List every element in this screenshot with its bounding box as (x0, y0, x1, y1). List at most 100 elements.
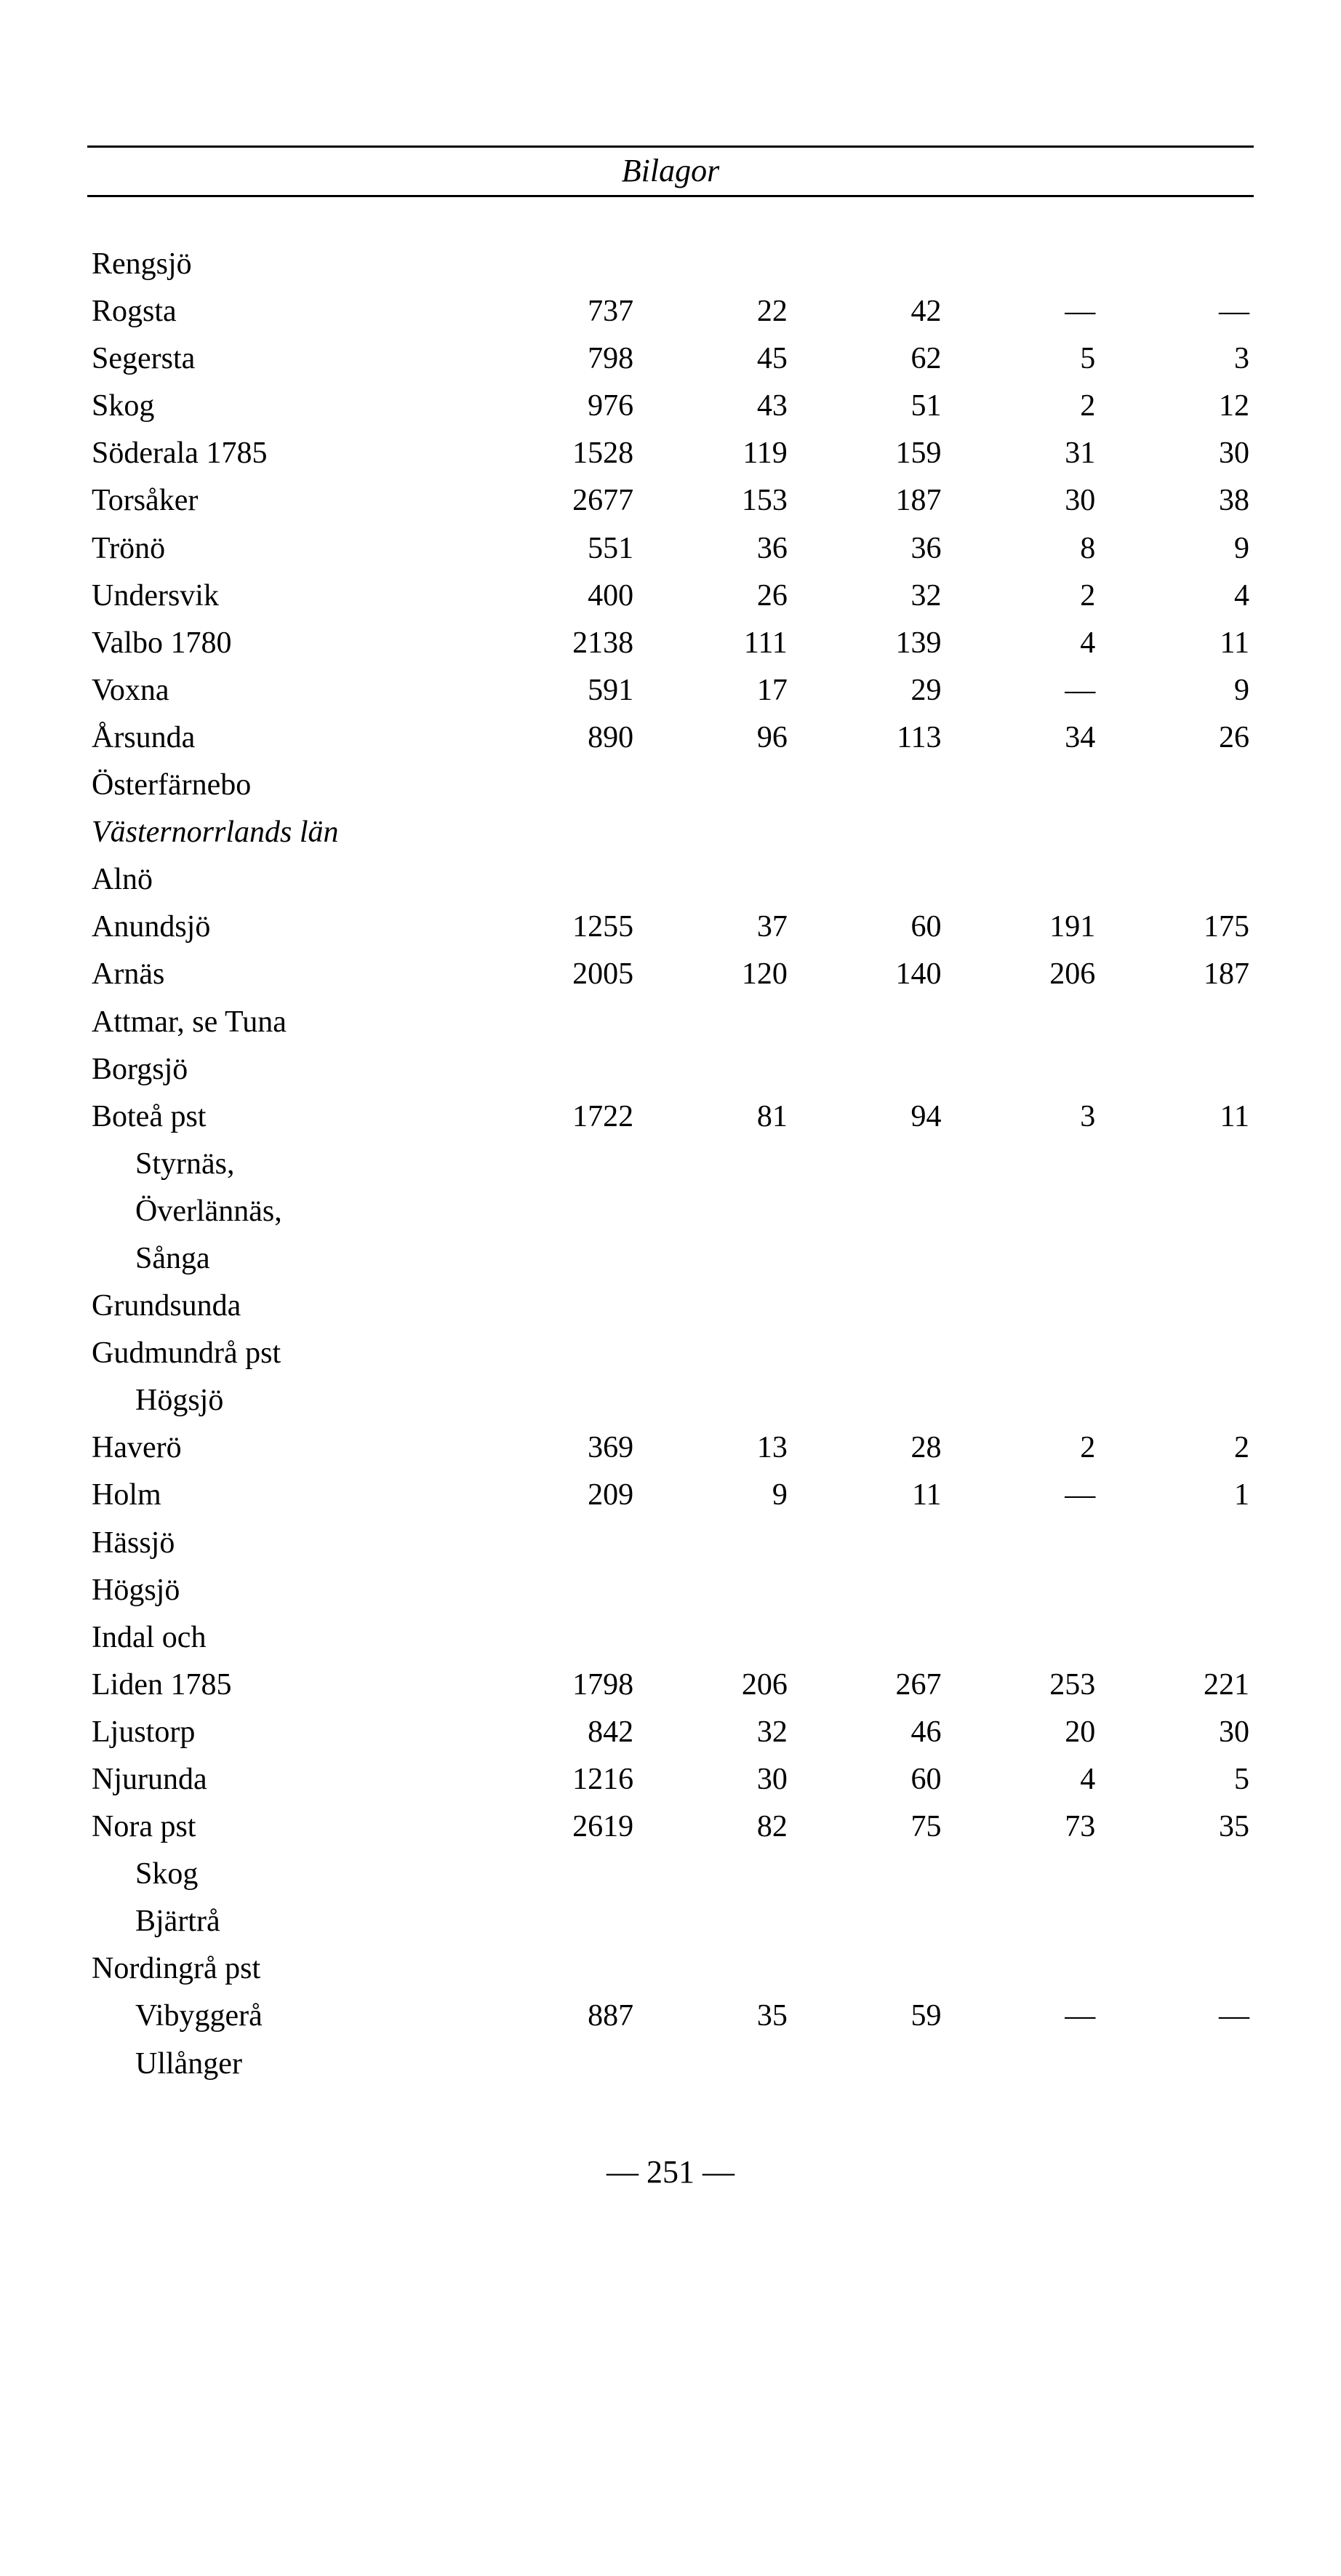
cell-c2: 35 (638, 1993, 792, 2040)
row-name: Liden 1785 (87, 1662, 484, 1709)
cell-empty (1100, 1141, 1254, 1188)
table-row: Holm209911—1 (87, 1472, 1254, 1519)
cell-c4: 73 (946, 1803, 1100, 1851)
cell-empty (792, 2041, 946, 2088)
cell-empty (946, 2041, 1100, 2088)
table-row: Grundsunda (87, 1283, 1254, 1330)
cell-empty (946, 1520, 1100, 1567)
cell-c2: 30 (638, 1756, 792, 1803)
cell-empty (792, 1614, 946, 1662)
cell-empty (484, 999, 638, 1046)
cell-empty (792, 1851, 946, 1898)
row-name: Arnäs (87, 951, 484, 998)
cell-empty (638, 1235, 792, 1283)
cell-empty (946, 1046, 1100, 1093)
cell-empty (484, 1851, 638, 1898)
cell-c4: 191 (946, 904, 1100, 951)
cell-c5: 175 (1100, 904, 1254, 951)
cell-empty (792, 1945, 946, 1993)
cell-empty (1100, 1898, 1254, 1945)
row-name: Hässjö (87, 1520, 484, 1567)
cell-c5: 12 (1100, 383, 1254, 430)
cell-c3: 187 (792, 477, 946, 525)
cell-c5: — (1100, 1993, 1254, 2040)
cell-empty (484, 1141, 638, 1188)
header-rule-top (87, 145, 1254, 148)
cell-empty (946, 1614, 1100, 1662)
cell-empty (484, 1188, 638, 1235)
subrow-name: Sånga (87, 1235, 484, 1283)
row-name: Segersta (87, 335, 484, 383)
table-subrow: Överlännäs, (87, 1188, 1254, 1235)
cell-c5: 221 (1100, 1662, 1254, 1709)
cell-c1: 1216 (484, 1756, 638, 1803)
cell-c4: — (946, 288, 1100, 335)
cell-c4: 4 (946, 1756, 1100, 1803)
cell-empty (484, 1898, 638, 1945)
cell-empty (1100, 1567, 1254, 1614)
cell-empty (638, 1330, 792, 1377)
row-name: Holm (87, 1472, 484, 1519)
cell-empty (792, 1567, 946, 1614)
cell-empty (484, 1567, 638, 1614)
cell-c3: 140 (792, 951, 946, 998)
subrow-name: Bjärtrå (87, 1898, 484, 1945)
cell-empty (946, 999, 1100, 1046)
table-row: Anundsjö12553760191175 (87, 904, 1254, 951)
cell-c3: 46 (792, 1709, 946, 1756)
cell-empty (484, 1377, 638, 1424)
table-row: Borgsjö (87, 1046, 1254, 1093)
table-row: Arnäs2005120140206187 (87, 951, 1254, 998)
cell-empty (792, 999, 946, 1046)
row-name: Borgsjö (87, 1046, 484, 1093)
cell-empty (1100, 2041, 1254, 2088)
cell-empty (792, 1330, 946, 1377)
cell-empty (792, 1520, 946, 1567)
cell-c4: 206 (946, 951, 1100, 998)
cell-empty (484, 762, 638, 809)
cell-c2: 119 (638, 430, 792, 477)
cell-empty (792, 1377, 946, 1424)
row-name: Boteå pst (87, 1093, 484, 1141)
table-subrow: Vibyggerå8873559—— (87, 1993, 1254, 2040)
cell-empty (946, 1235, 1100, 1283)
cell-c1: 2138 (484, 620, 638, 667)
cell-empty (946, 1898, 1100, 1945)
cell-c5: 11 (1100, 620, 1254, 667)
cell-empty (946, 1283, 1100, 1330)
cell-c5: 35 (1100, 1803, 1254, 1851)
cell-c2: 81 (638, 1093, 792, 1141)
cell-empty (484, 1330, 638, 1377)
table-subrow: Sånga (87, 1235, 1254, 1283)
section-heading-row: Västernorrlands län (87, 809, 1254, 856)
table-row: Österfärnebo (87, 762, 1254, 809)
row-name: Torsåker (87, 477, 484, 525)
cell-c1: 209 (484, 1472, 638, 1519)
cell-empty (1100, 1614, 1254, 1662)
cell-c4: 20 (946, 1709, 1100, 1756)
cell-c5: 2 (1100, 1424, 1254, 1472)
cell-empty (638, 1898, 792, 1945)
table-row: Undersvik400263224 (87, 573, 1254, 620)
cell-empty (1100, 1330, 1254, 1377)
cell-empty (1100, 1283, 1254, 1330)
table-row: Rengsjö (87, 241, 1254, 288)
cell-empty (638, 1520, 792, 1567)
cell-empty (484, 856, 638, 904)
cell-c3: 94 (792, 1093, 946, 1141)
cell-c5: — (1100, 288, 1254, 335)
cell-empty (792, 1188, 946, 1235)
table-subrow: Bjärtrå (87, 1898, 1254, 1945)
subrow-name: Skog (87, 1851, 484, 1898)
cell-c5: 30 (1100, 1709, 1254, 1756)
row-name: Anundsjö (87, 904, 484, 951)
table-row: Segersta798456253 (87, 335, 1254, 383)
cell-c2: 37 (638, 904, 792, 951)
table-row: Indal och (87, 1614, 1254, 1662)
table-row: Gudmundrå pst (87, 1330, 1254, 1377)
cell-c1: 737 (484, 288, 638, 335)
cell-empty (638, 1046, 792, 1093)
cell-c4: 2 (946, 1424, 1100, 1472)
subrow-name: Överlännäs, (87, 1188, 484, 1235)
table-row: Trönö551363689 (87, 525, 1254, 573)
